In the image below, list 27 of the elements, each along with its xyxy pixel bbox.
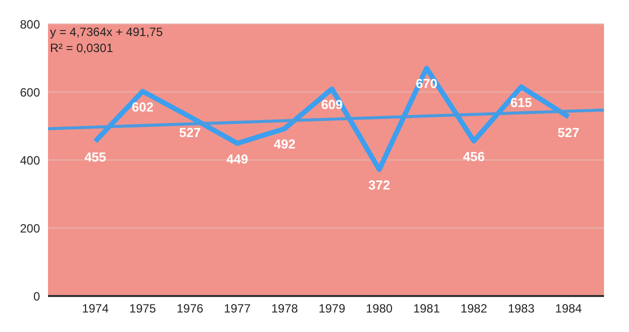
x-tick-label: 1982	[460, 302, 488, 316]
x-tick-label: 1974	[82, 302, 109, 316]
x-tick-label: 1975	[129, 302, 156, 316]
x-tick-label: 1976	[176, 302, 204, 316]
data-label: 492	[274, 136, 296, 152]
data-label: 456	[463, 148, 485, 164]
data-label: 455	[84, 149, 106, 164]
y-tick-label: 0	[33, 289, 40, 304]
x-tick-label: 1981	[413, 302, 440, 316]
x-tick-label: 1977	[224, 302, 251, 316]
y-tick-label: 200	[20, 221, 40, 236]
data-label: 527	[179, 124, 201, 140]
x-tick-label: 1978	[271, 302, 298, 316]
y-tick-label: 800	[20, 17, 40, 32]
data-label: 602	[132, 99, 154, 114]
x-tick-label: 1979	[318, 302, 346, 316]
y-tick-label: 600	[20, 85, 40, 100]
x-tick-label: 1980	[366, 302, 393, 316]
x-tick-label: 1984	[555, 302, 582, 316]
x-tick-label: 1983	[508, 302, 535, 316]
data-label: 449	[226, 151, 248, 166]
data-label: 527	[558, 124, 580, 140]
data-label: 372	[368, 178, 390, 193]
annotation: R² = 0,0301	[50, 41, 114, 55]
y-tick-label: 400	[20, 153, 40, 168]
annotation: y = 4,7364x + 491,75	[50, 25, 164, 39]
data-label: 615	[510, 94, 532, 110]
